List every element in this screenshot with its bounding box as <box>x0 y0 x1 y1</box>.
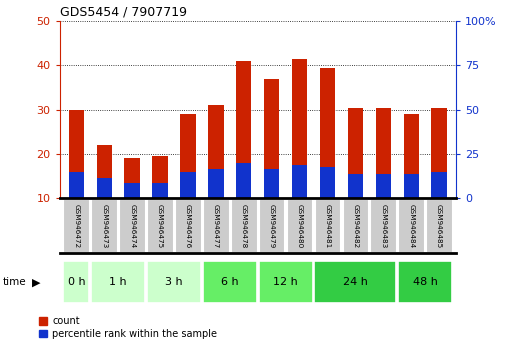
Bar <box>96 145 112 198</box>
FancyBboxPatch shape <box>91 199 117 252</box>
Bar <box>180 114 196 198</box>
Text: GSM946479: GSM946479 <box>269 204 275 248</box>
FancyBboxPatch shape <box>63 261 90 303</box>
Text: 24 h: 24 h <box>343 277 368 287</box>
Text: 1 h: 1 h <box>109 277 127 287</box>
FancyBboxPatch shape <box>258 261 313 303</box>
Text: 3 h: 3 h <box>165 277 183 287</box>
FancyBboxPatch shape <box>370 199 396 252</box>
Bar <box>431 108 447 198</box>
Text: GSM946482: GSM946482 <box>352 204 358 248</box>
Bar <box>236 163 251 198</box>
Bar <box>69 172 84 198</box>
Bar <box>348 108 363 198</box>
Bar <box>320 68 335 198</box>
Bar <box>431 172 447 198</box>
Text: 6 h: 6 h <box>221 277 239 287</box>
FancyBboxPatch shape <box>175 199 201 252</box>
FancyBboxPatch shape <box>119 199 145 252</box>
Text: GSM946473: GSM946473 <box>101 204 107 248</box>
FancyBboxPatch shape <box>231 199 256 252</box>
Bar <box>124 183 140 198</box>
Text: 48 h: 48 h <box>413 277 438 287</box>
FancyBboxPatch shape <box>426 199 452 252</box>
FancyBboxPatch shape <box>147 261 201 303</box>
Text: GSM946478: GSM946478 <box>241 204 247 248</box>
Text: 0 h: 0 h <box>67 277 85 287</box>
FancyBboxPatch shape <box>147 199 173 252</box>
FancyBboxPatch shape <box>314 199 340 252</box>
Bar <box>348 174 363 198</box>
Text: GDS5454 / 7907719: GDS5454 / 7907719 <box>60 6 186 19</box>
Text: GSM946480: GSM946480 <box>297 204 303 248</box>
Bar <box>376 174 391 198</box>
Bar <box>124 159 140 198</box>
Bar <box>152 183 168 198</box>
Text: GSM946483: GSM946483 <box>380 204 386 248</box>
FancyBboxPatch shape <box>203 261 257 303</box>
Text: GSM946481: GSM946481 <box>324 204 330 248</box>
Bar <box>152 156 168 198</box>
Text: GSM946484: GSM946484 <box>408 204 414 248</box>
Bar <box>404 114 419 198</box>
Text: GSM946477: GSM946477 <box>213 204 219 248</box>
Bar <box>69 110 84 198</box>
FancyBboxPatch shape <box>259 199 284 252</box>
Text: GSM946475: GSM946475 <box>157 204 163 248</box>
Bar <box>376 108 391 198</box>
Text: ▶: ▶ <box>32 277 40 287</box>
Text: GSM946476: GSM946476 <box>185 204 191 248</box>
Bar <box>208 170 224 198</box>
Bar <box>264 170 279 198</box>
Bar <box>264 79 279 198</box>
FancyBboxPatch shape <box>314 261 396 303</box>
Text: GSM946474: GSM946474 <box>129 204 135 248</box>
Bar <box>320 167 335 198</box>
Text: time: time <box>3 277 26 287</box>
Text: 12 h: 12 h <box>273 277 298 287</box>
Bar <box>236 61 251 198</box>
FancyBboxPatch shape <box>398 199 424 252</box>
Legend: count, percentile rank within the sample: count, percentile rank within the sample <box>38 316 217 339</box>
FancyBboxPatch shape <box>64 199 89 252</box>
FancyBboxPatch shape <box>398 261 452 303</box>
FancyBboxPatch shape <box>287 199 312 252</box>
Bar <box>292 165 307 198</box>
FancyBboxPatch shape <box>342 199 368 252</box>
Bar <box>96 178 112 198</box>
Bar <box>180 172 196 198</box>
FancyBboxPatch shape <box>91 261 145 303</box>
FancyBboxPatch shape <box>203 199 228 252</box>
Text: GSM946485: GSM946485 <box>436 204 442 248</box>
Bar <box>208 105 224 198</box>
Bar <box>292 59 307 198</box>
Text: GSM946472: GSM946472 <box>74 204 79 248</box>
Bar <box>404 174 419 198</box>
